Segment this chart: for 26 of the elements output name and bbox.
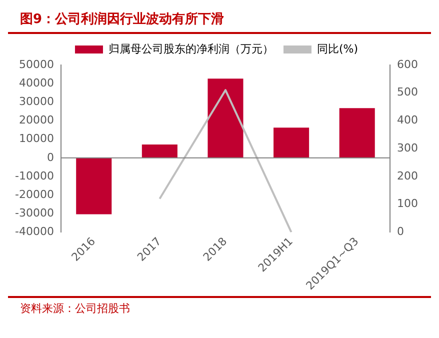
y-tick-label: -10000 (14, 169, 54, 182)
legend-label: 同比(%) (316, 42, 358, 56)
y-tick-label: 50000 (18, 58, 54, 71)
chart-title: 图9：公司利润因行业波动有所下滑 (8, 8, 431, 34)
y-tick-label: 10000 (18, 132, 54, 146)
y2-tick-label: 500 (397, 86, 418, 99)
y2-tick-label: 200 (397, 169, 418, 182)
y-tick-label: 30000 (18, 95, 54, 108)
y-tick-label: 0 (46, 150, 54, 164)
legend-label: 归属母公司股东的净利润（万元） (108, 42, 274, 56)
y2-tick-label: 0 (397, 225, 404, 238)
y2-tick-label: 300 (397, 141, 418, 154)
y-tick-label: -20000 (14, 188, 54, 201)
y-tick-label: 40000 (18, 76, 54, 90)
y2-tick-label: 600 (397, 58, 418, 71)
bar (142, 144, 178, 158)
bar (339, 108, 375, 158)
y-tick-label: -40000 (14, 225, 54, 238)
bar (208, 78, 244, 158)
bar (274, 128, 310, 158)
y2-tick-label: 100 (397, 197, 418, 210)
y-tick-label: -30000 (14, 206, 54, 220)
y2-tick-label: 400 (397, 114, 418, 127)
y-tick-label: 20000 (18, 114, 54, 127)
text: 资料来源：公司招股书 (8, 296, 431, 316)
bar (76, 158, 112, 214)
